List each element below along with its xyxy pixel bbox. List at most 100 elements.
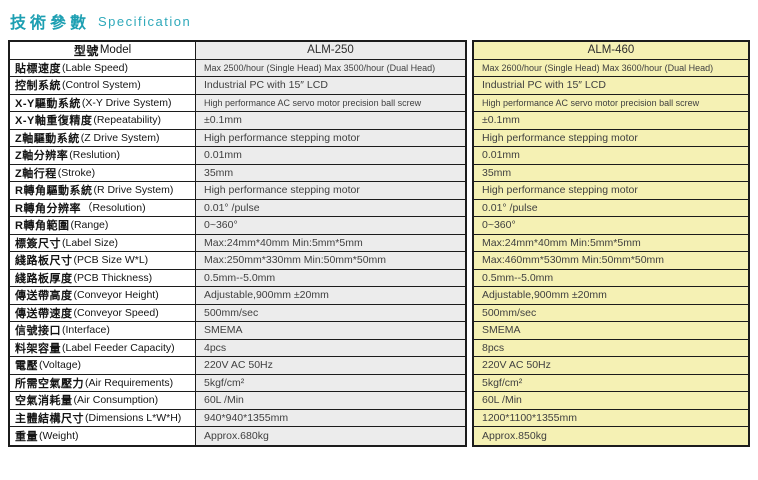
row-label: Z軸分辨率 (Reslution): [10, 147, 196, 164]
row-label-zh: 所需空氣壓力: [15, 377, 84, 390]
row-label: 控制系統 (Control System): [10, 77, 196, 94]
table-header-row: 型號 Model ALM-250: [10, 42, 465, 60]
alm460-value: ±0.1mm: [474, 112, 748, 129]
table-row: R轉角驅動系統 (R Drive System) High performance …: [10, 182, 465, 200]
row-label-en: (PCB Thickness): [73, 271, 153, 284]
alm250-value: High performance AC servo motor precisio…: [196, 94, 465, 111]
alm250-value: 4pcs: [196, 339, 465, 356]
table-row: Max:24mm*40mm Min:5mm*5mm: [474, 234, 748, 252]
alm460-value: SMEMA: [474, 322, 748, 339]
alm460-value: High performance stepping motor: [474, 182, 748, 199]
table-row: 60L /Min: [474, 392, 748, 410]
row-label-zh: Z軸驅動系統: [15, 132, 80, 145]
table-row: 5kgf/cm²: [474, 374, 748, 392]
alm460-value: 0~360°: [474, 217, 748, 234]
table-row: 標簽尺寸 (Label Size) Max:24mm*40mm Min:5mm*5m…: [10, 234, 465, 252]
table-row: 0.5mm--5.0mm: [474, 269, 748, 287]
table-row: 電壓 (Voltage) 220V AC 50Hz: [10, 357, 465, 375]
row-label-zh: X-Y驅動系統: [15, 97, 81, 110]
table-row: Industrial PC with 15″ LCD: [474, 77, 748, 95]
row-label-en: (Air Consumption): [73, 394, 159, 407]
row-label-zh: 貼標速度: [15, 62, 61, 75]
alm250-value: 5kgf/cm²: [196, 374, 465, 391]
row-label-zh: 控制系統: [15, 80, 61, 93]
table-row: Max 2600/hour (Single Head) Max 3600/hou…: [474, 59, 748, 77]
row-label: 綫路板尺寸 (PCB Size W*L): [10, 252, 196, 269]
alm250-value: 0.5mm--5.0mm: [196, 269, 465, 286]
alm250-value: 0.01mm: [196, 147, 465, 164]
row-label: 傳送帶高度 (Conveyor Height): [10, 287, 196, 304]
table-row: 所需空氣壓力 (Air Requirements) 5kgf/cm²: [10, 374, 465, 392]
alm250-value: Max 2500/hour (Single Head) Max 3500/hou…: [196, 59, 465, 76]
row-label-zh: Z軸分辨率: [15, 150, 69, 163]
table-header-row-right: ALM-460: [474, 42, 748, 60]
row-label: R轉角分辨率 （Resolution): [10, 199, 196, 216]
table-row: 空氣消耗量 (Air Consumption) 60L /Min: [10, 392, 465, 410]
table-row: R轉角範圍 (Range) 0~360°: [10, 217, 465, 235]
row-label-en: (Range): [70, 219, 109, 232]
row-label-zh: 料架容量: [15, 342, 61, 355]
alm460-value: Industrial PC with 15″ LCD: [474, 77, 748, 94]
alm460-value: 500mm/sec: [474, 304, 748, 321]
row-label-zh: R轉角驅動系統: [15, 185, 93, 198]
alm460-value: 60L /Min: [474, 392, 748, 409]
row-label: Z軸行程 (Stroke): [10, 164, 196, 181]
table-row: 重量 (Weight) Approx.680kg: [10, 427, 465, 445]
title-chinese: 技術參數: [10, 15, 91, 32]
alm250-value: 0~360°: [196, 217, 465, 234]
table-row: 0.01° /pulse: [474, 199, 748, 217]
table-row: High performance AC servo motor precisio…: [474, 94, 748, 112]
alm250-value: High performance stepping motor: [196, 129, 465, 146]
alm250-value: Adjustable,900mm ±20mm: [196, 287, 465, 304]
alm460-value: 0.01° /pulse: [474, 199, 748, 216]
alm460-value: Approx.850kg: [474, 427, 748, 445]
row-label: X-Y驅動系統 (X-Y Drive System): [10, 94, 196, 111]
model-header-zh: 型號: [73, 43, 99, 58]
table-row: Adjustable,900mm ±20mm: [474, 287, 748, 305]
row-label: 信號接口 (Interface): [10, 322, 196, 339]
alm250-value: 940*940*1355mm: [196, 409, 465, 426]
alm250-value: Max:250mm*330mm Min:50mm*50mm: [196, 252, 465, 269]
alm250-value: 0.01° /pulse: [196, 199, 465, 216]
row-label-zh: Z軸行程: [15, 167, 57, 180]
row-label: X-Y軸重復精度 (Repeatability): [10, 112, 196, 129]
row-label: 料架容量 (Label Feeder Capacity): [10, 339, 196, 356]
row-label-en: (Conveyor Height): [73, 289, 159, 302]
row-label-en: (Weight): [39, 429, 79, 442]
table-row: X-Y軸重復精度 (Repeatability) ±0.1mm: [10, 112, 465, 130]
alm250-value: High performance stepping motor: [196, 182, 465, 199]
row-label-zh: 傳送帶高度: [15, 290, 73, 303]
row-label-en: (Dimensions L*W*H): [85, 411, 182, 424]
row-label: 空氣消耗量 (Air Consumption): [10, 392, 196, 409]
model-header-en: Model: [99, 44, 132, 57]
alm250-value: 500mm/sec: [196, 304, 465, 321]
row-label: 電壓 (Voltage): [10, 357, 196, 374]
table-row: 500mm/sec: [474, 304, 748, 322]
spec-table-left: 型號 Model ALM-250 貼標速度 (Lable Speed) Max 25…: [8, 40, 467, 447]
table-row: 0~360°: [474, 217, 748, 235]
table-row: 1200*1100*1355mm: [474, 409, 748, 427]
alm460-value: High performance stepping motor: [474, 129, 748, 146]
row-label-en: (Air Requirements): [85, 376, 174, 389]
row-label-zh: 空氣消耗量: [15, 395, 73, 408]
alm250-value: 60L /Min: [196, 392, 465, 409]
row-label-en: (Lable Speed): [62, 61, 128, 74]
row-label-en: (Interface): [62, 324, 110, 337]
alm460-header-cell: ALM-460: [474, 42, 748, 59]
alm250-value: Industrial PC with 15″ LCD: [196, 77, 465, 94]
table-row: 0.01mm: [474, 147, 748, 165]
table-row: Z軸分辨率 (Reslution) 0.01mm: [10, 147, 465, 165]
model-header-cell: 型號 Model: [10, 42, 196, 59]
alm250-value: ±0.1mm: [196, 112, 465, 129]
alm460-value: 1200*1100*1355mm: [474, 409, 748, 426]
spec-page: 技術參數 Specification 型號 Model ALM-250 貼標速度…: [8, 14, 750, 447]
alm460-value: 0.01mm: [474, 147, 748, 164]
row-label: 綫路板厚度 (PCB Thickness): [10, 269, 196, 286]
alm460-value: Max:24mm*40mm Min:5mm*5mm: [474, 234, 748, 251]
column-gutter: [467, 40, 472, 447]
table-row: Max:460mm*530mm Min:50mm*50mm: [474, 252, 748, 270]
row-label: 傳送帶速度 (Conveyor Speed): [10, 304, 196, 321]
row-label-en: (Reslution): [69, 149, 121, 162]
alm460-value: 35mm: [474, 164, 748, 181]
row-label-zh: 綫路板厚度: [15, 272, 73, 285]
